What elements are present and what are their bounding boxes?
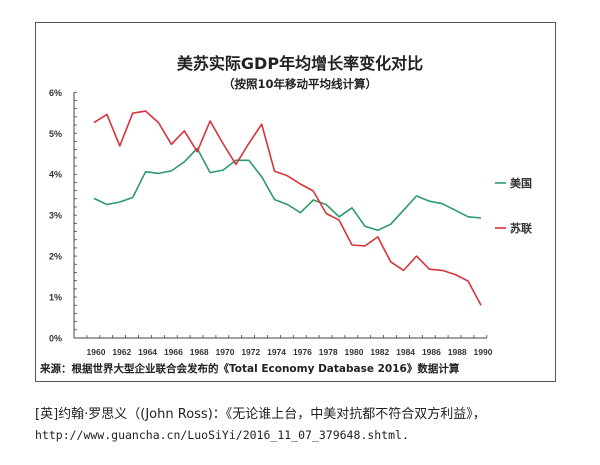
legend-label: 美国 — [510, 176, 532, 190]
x-tick-label: 1990 — [474, 347, 493, 357]
x-tick-label: 1984 — [396, 347, 415, 357]
chart-title: 美苏实际GDP年均增长率变化对比 — [176, 54, 424, 73]
chart-frame — [35, 22, 556, 382]
x-tick-label: 1972 — [241, 347, 260, 357]
y-tick-label: 5% — [49, 129, 62, 139]
y-tick-label: 6% — [49, 88, 62, 98]
y-tick-label: 0% — [49, 334, 62, 344]
y-tick-label: 4% — [49, 170, 62, 180]
chart-source: 来源：根据世界大型企业联合会发布的《Total Economy Database… — [40, 363, 460, 375]
x-tick-label: 1982 — [370, 347, 389, 357]
x-tick-label: 1978 — [319, 347, 338, 357]
x-tick-label: 1986 — [422, 347, 441, 357]
x-tick-label: 1980 — [345, 347, 364, 357]
x-tick-label: 1974 — [267, 347, 286, 357]
x-tick-label: 1970 — [216, 347, 235, 357]
series-line-usa — [93, 147, 482, 232]
x-tick-label: 1988 — [448, 347, 467, 357]
citation-url[interactable]: http://www.guancha.cn/LuoSiYi/2016_11_07… — [35, 428, 409, 442]
x-tick-label: 1966 — [164, 347, 183, 357]
series-line-ussr — [93, 110, 482, 306]
x-tick-label: 1968 — [190, 347, 209, 357]
x-tick-label: 1960 — [87, 347, 106, 357]
x-tick-label: 1964 — [138, 347, 157, 357]
y-tick-label: 3% — [49, 211, 62, 221]
legend-label: 苏联 — [510, 221, 532, 235]
citation-text: [英]约翰·罗思义（(John Ross)：《无论谁上台，中美对抗都不符合双方利… — [35, 407, 486, 422]
x-tick-label: 1962 — [112, 347, 131, 357]
y-tick-label: 1% — [49, 293, 62, 303]
chart-subtitle: （按照10年移动平均线计算） — [222, 77, 377, 91]
y-tick-label: 2% — [49, 252, 62, 262]
x-tick-label: 1976 — [293, 347, 312, 357]
